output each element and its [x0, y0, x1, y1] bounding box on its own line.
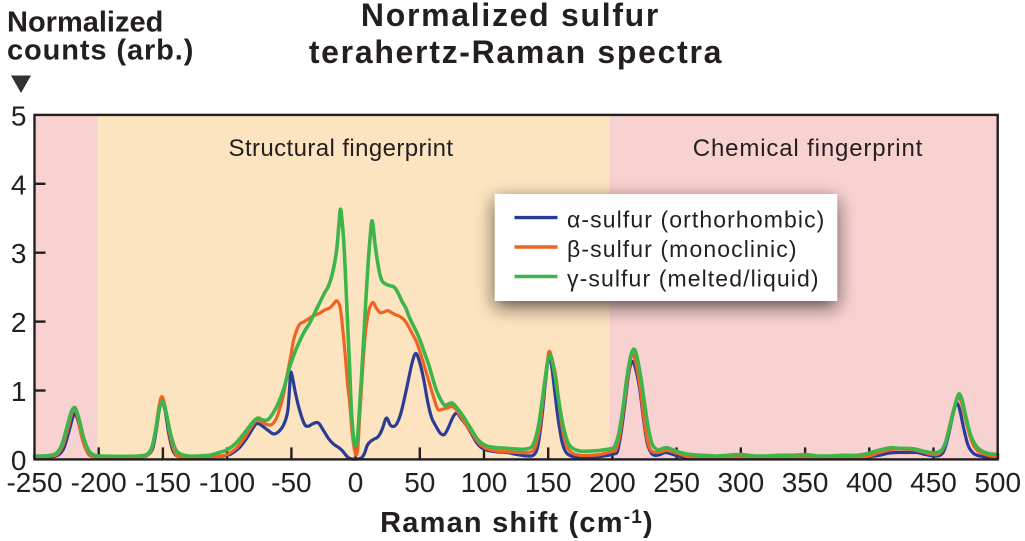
svg-text:terahertz-Raman spectra: terahertz-Raman spectra [309, 34, 723, 70]
svg-text:Chemical fingerprint: Chemical fingerprint [693, 135, 923, 162]
svg-text:400: 400 [846, 467, 893, 498]
svg-text:500: 500 [974, 467, 1021, 498]
svg-text:Normalized: Normalized [7, 7, 163, 39]
svg-text:γ-sulfur (melted/liquid): γ-sulfur (melted/liquid) [567, 265, 820, 291]
svg-text:1: 1 [11, 376, 27, 407]
svg-text:-100: -100 [199, 467, 255, 498]
svg-text:0: 0 [348, 467, 364, 498]
svg-text:3: 3 [11, 238, 27, 269]
svg-text:350: 350 [782, 467, 829, 498]
svg-text:4: 4 [11, 169, 27, 200]
svg-text:Structural fingerprint: Structural fingerprint [229, 135, 454, 162]
svg-text:250: 250 [653, 467, 700, 498]
svg-text:-50: -50 [271, 467, 311, 498]
svg-text:-250: -250 [6, 467, 62, 498]
svg-text:2: 2 [11, 307, 27, 338]
svg-text:β-sulfur (monoclinic): β-sulfur (monoclinic) [567, 236, 798, 262]
svg-text:counts (arb.): counts (arb.) [7, 35, 194, 67]
svg-text:450: 450 [910, 467, 957, 498]
svg-text:150: 150 [525, 467, 572, 498]
svg-text:50: 50 [404, 467, 435, 498]
svg-text:Raman shift (cm-1): Raman shift (cm-1) [380, 507, 654, 539]
svg-text:Normalized sulfur: Normalized sulfur [361, 0, 660, 33]
svg-text:-200: -200 [71, 467, 127, 498]
svg-text:200: 200 [589, 467, 636, 498]
svg-text:100: 100 [461, 467, 508, 498]
svg-text:-150: -150 [135, 467, 191, 498]
svg-text:0: 0 [11, 445, 27, 476]
svg-text:300: 300 [717, 467, 764, 498]
svg-text:α-sulfur (orthorhombic): α-sulfur (orthorhombic) [567, 206, 825, 232]
svg-text:5: 5 [11, 100, 27, 131]
